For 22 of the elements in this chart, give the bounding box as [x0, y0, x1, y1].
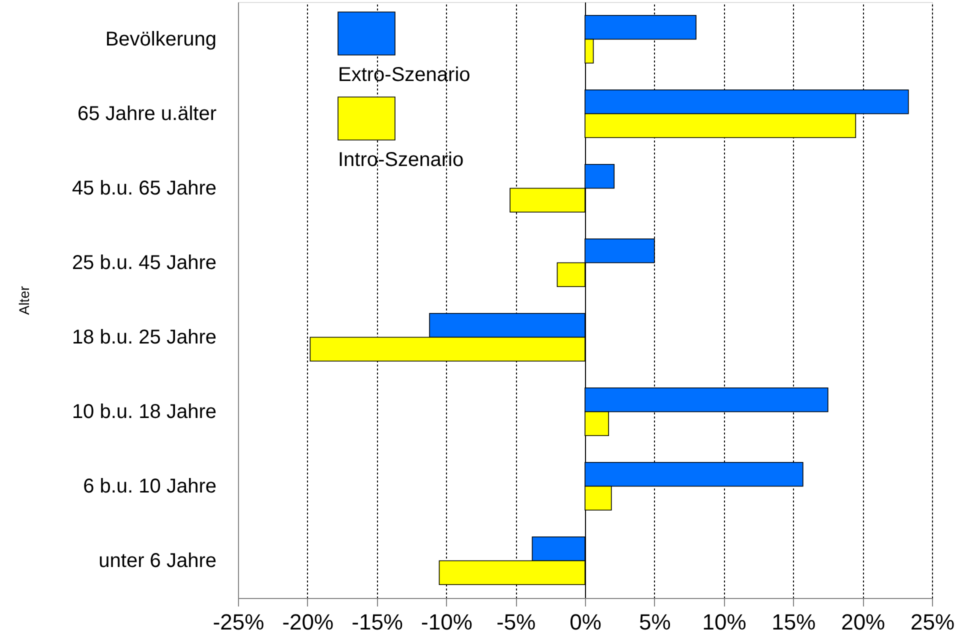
- y-tick-label: 18 b.u. 25 Jahre: [72, 326, 216, 348]
- x-tick-label: -15%: [352, 610, 403, 634]
- x-tick-label: 5%: [639, 610, 671, 634]
- y-tick-label: unter 6 Jahre: [98, 550, 216, 572]
- x-tick-label: 15%: [772, 610, 816, 634]
- legend-label: Intro-Szenario: [338, 149, 464, 171]
- y-tick-label: 25 b.u. 45 Jahre: [72, 252, 216, 274]
- y-tick-label: 45 b.u. 65 Jahre: [72, 177, 216, 200]
- x-tick-label: 25%: [910, 610, 955, 634]
- y-axis-title: Alter: [16, 286, 32, 315]
- x-tick-label: -10%: [421, 610, 472, 634]
- y-tick-label: 10 b.u. 18 Jahre: [72, 400, 216, 423]
- y-tick-label: 6 b.u. 10 Jahre: [83, 475, 216, 498]
- y-tick-label: Bevölkerung: [105, 28, 216, 50]
- y-tick-label: 65 Jahre u.älter: [78, 102, 217, 125]
- legend-label: Extro-Szenario: [338, 64, 470, 86]
- x-tick-label: 20%: [841, 610, 886, 634]
- x-tick-label: 10%: [702, 610, 746, 634]
- x-tick-label: -5%: [496, 610, 536, 634]
- x-tick-label: -25%: [212, 610, 264, 634]
- x-tick-label: 0%: [570, 610, 602, 634]
- x-tick-label: -20%: [282, 610, 334, 634]
